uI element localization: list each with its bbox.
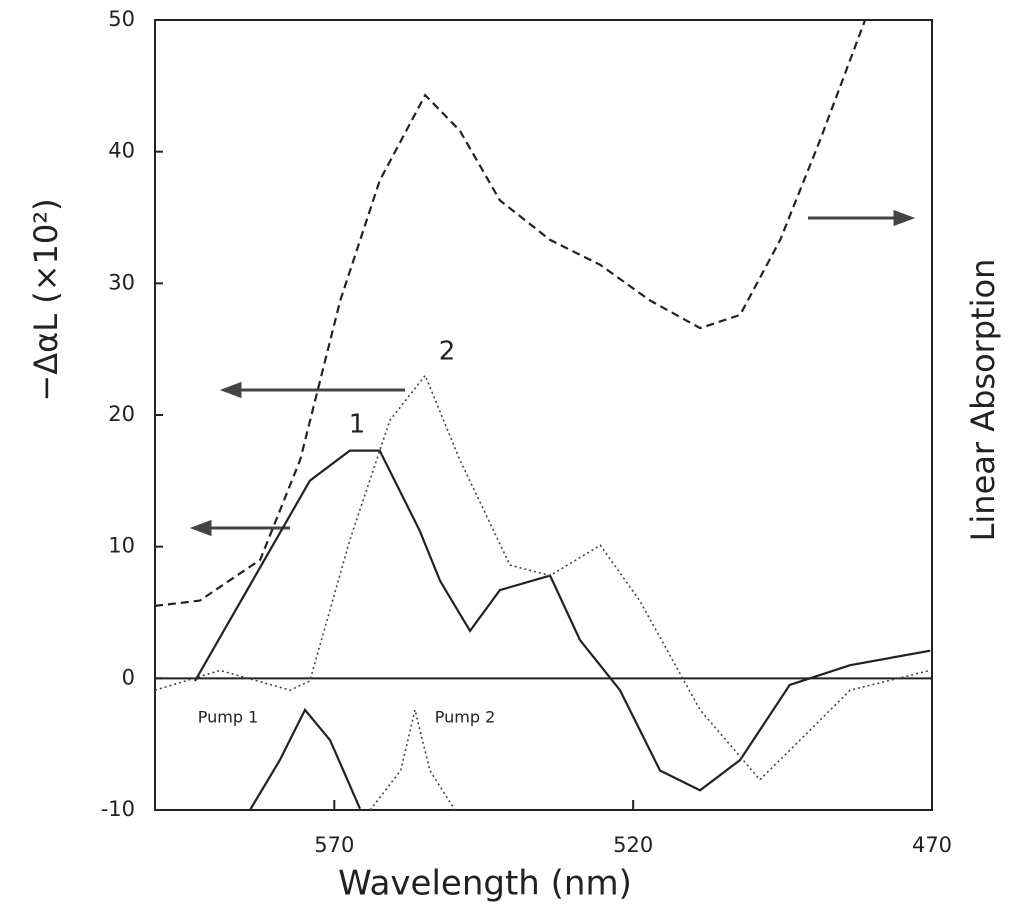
series-line [369, 709, 456, 811]
x-tick-label: 570 [314, 833, 354, 857]
series-label: 1 [349, 410, 366, 440]
series-label: 2 [439, 337, 456, 367]
series-label: Pump 1 [198, 708, 259, 727]
x-axis-label: Wavelength (nm) [338, 864, 632, 904]
series-line [194, 449, 931, 792]
x-tick-label: 470 [912, 833, 952, 857]
y2-axis-label: Linear Absorption [964, 259, 1002, 542]
y-tick-label: 10 [108, 534, 135, 558]
x-tick-label: 520 [613, 833, 653, 857]
plot-frame [154, 19, 933, 811]
series-line [154, 373, 931, 781]
series-line [154, 19, 867, 607]
y-tick-label: 30 [108, 270, 135, 294]
arrows [189, 209, 916, 537]
y-tick-label: 50 [108, 7, 135, 31]
y-axis-label: −ΔαL (×10²) [27, 198, 65, 401]
arrow-head [893, 209, 916, 227]
y-tick-label: 20 [108, 402, 135, 426]
arrow-head [219, 381, 242, 399]
y-tick-label: 0 [122, 665, 135, 689]
y-tick-label: 40 [108, 139, 135, 163]
arrow-head [189, 519, 212, 537]
y-tick-label: -10 [101, 797, 135, 821]
series-label: Pump 2 [435, 708, 496, 727]
series-line [249, 707, 362, 811]
